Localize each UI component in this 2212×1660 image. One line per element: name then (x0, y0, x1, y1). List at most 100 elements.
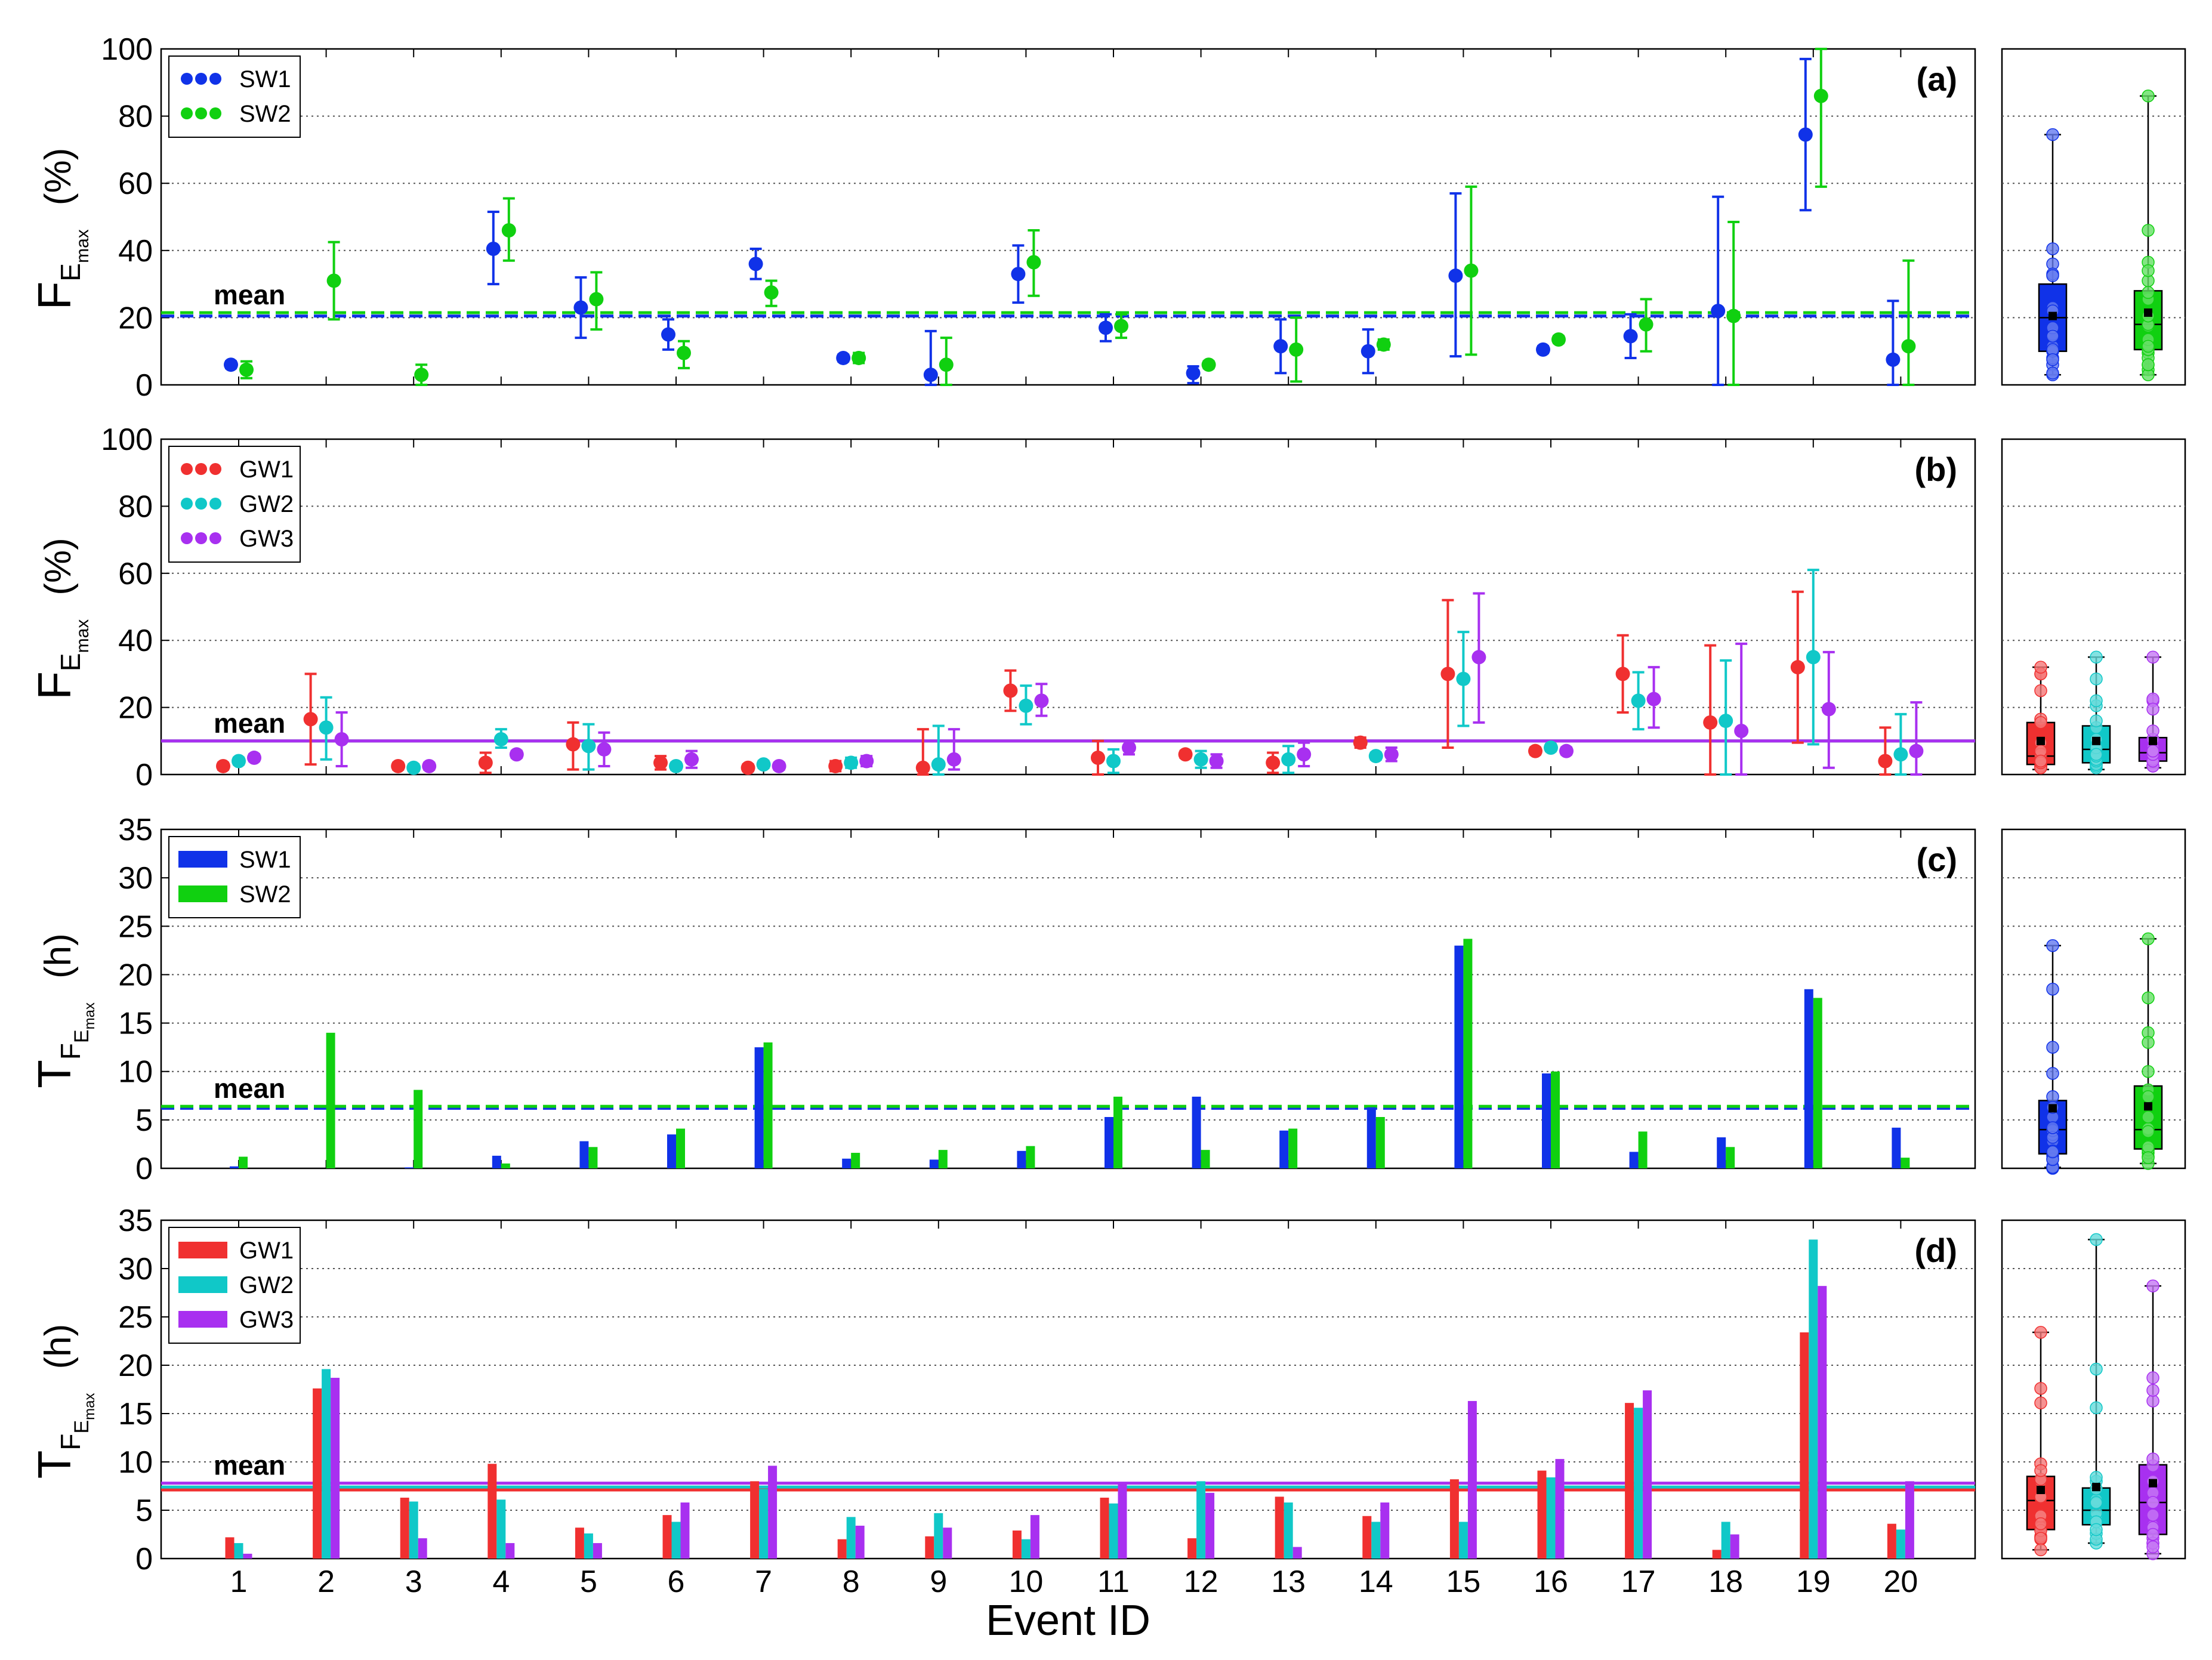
x-tick-label: 17 (1621, 1565, 1656, 1599)
bar-GW3 (768, 1465, 778, 1559)
bar-GW1 (662, 1515, 672, 1559)
data-point-GW3 (1646, 692, 1661, 706)
bar-GW1 (488, 1464, 497, 1559)
bar-GW3 (593, 1543, 602, 1559)
data-point-SW2 (239, 362, 254, 377)
legend-label: GW2 (239, 491, 294, 517)
bar-GW1 (750, 1481, 760, 1559)
legend-marker (209, 73, 221, 85)
box-point (2046, 983, 2059, 996)
data-point-SW2 (1289, 342, 1304, 357)
data-point-GW3 (1909, 743, 1924, 758)
box-point (2142, 991, 2155, 1005)
bar-SW2 (239, 1156, 248, 1168)
data-point-SW1 (1273, 339, 1288, 354)
legend-marker (195, 463, 207, 475)
legend-label: GW1 (239, 456, 294, 483)
data-point-GW1 (391, 758, 406, 773)
legend-label: GW3 (239, 1307, 294, 1333)
y-tick-label: 0 (135, 1152, 153, 1186)
bar-SW2 (676, 1128, 685, 1168)
data-point-GW2 (1368, 749, 1383, 764)
bar-SW1 (754, 1047, 764, 1168)
panel-label: (c) (1917, 841, 1957, 878)
data-point-GW2 (1281, 752, 1296, 767)
box-point (2090, 1523, 2103, 1536)
bar-SW2 (1463, 939, 1473, 1168)
bar-GW2 (1371, 1522, 1381, 1559)
box-point (2034, 1517, 2047, 1531)
box-mean-marker (2049, 311, 2057, 320)
data-point-GW1 (653, 755, 668, 770)
bar-SW2 (763, 1042, 773, 1168)
y-tick-label: 40 (118, 624, 153, 658)
bar-GW3 (1467, 1400, 1477, 1559)
data-point-SW1 (1711, 304, 1726, 319)
bar-GW2 (1109, 1503, 1118, 1559)
boxplot-SW1 (2038, 128, 2068, 381)
data-point-SW1 (1011, 267, 1026, 282)
bar-GW2 (322, 1369, 331, 1559)
bar-GW1 (1449, 1479, 1459, 1559)
mean-label: mean (214, 279, 285, 310)
y-tick-label: 80 (118, 489, 153, 524)
box-point (2142, 340, 2155, 353)
data-point-SW2 (1376, 337, 1391, 352)
data-point-GW1 (478, 755, 493, 770)
bar-GW2 (1721, 1522, 1730, 1559)
data-point-GW2 (1719, 714, 1733, 729)
bar-GW1 (1100, 1497, 1109, 1559)
data-point-SW1 (1448, 269, 1463, 283)
x-tick-label: 20 (1883, 1565, 1918, 1599)
data-point-GW3 (1734, 723, 1749, 738)
data-point-GW3 (509, 747, 524, 762)
main-axes-frame (160, 438, 1976, 776)
x-tick-label: 10 (1008, 1565, 1043, 1599)
bar-SW2 (851, 1153, 860, 1168)
bar-GW1 (225, 1537, 235, 1559)
data-point-SW1 (1099, 320, 1113, 335)
data-point-GW1 (1528, 743, 1542, 758)
legend-marker (195, 73, 207, 85)
data-point-GW3 (597, 742, 612, 757)
data-point-SW1 (1623, 329, 1638, 344)
bar-GW3 (418, 1538, 427, 1559)
bar-GW3 (1643, 1390, 1652, 1559)
bar-SW2 (938, 1150, 948, 1168)
bar-GW3 (1818, 1286, 1827, 1559)
x-tick-label: 18 (1708, 1565, 1743, 1599)
bar-GW3 (331, 1378, 340, 1559)
bar-SW1 (842, 1158, 852, 1168)
data-point-GW2 (844, 755, 859, 770)
legend-marker (195, 498, 207, 510)
legend-box (168, 55, 301, 138)
legend-marker (195, 532, 207, 544)
legend-label: SW2 (239, 101, 291, 127)
bar-GW1 (1012, 1531, 1022, 1559)
bar-SW2 (588, 1147, 598, 1168)
box-point (2142, 358, 2155, 371)
bar-GW2 (1809, 1239, 1818, 1559)
y-tick-label: 20 (118, 958, 153, 992)
data-point-GW1 (216, 758, 230, 773)
data-point-GW3 (859, 754, 874, 769)
data-point-GW2 (1806, 650, 1821, 665)
bar-GW2 (934, 1513, 943, 1559)
bar-SW2 (1375, 1116, 1385, 1168)
data-point-GW1 (1878, 754, 1893, 769)
box-point (2046, 329, 2059, 343)
data-point-GW3 (772, 758, 786, 773)
box-point (2146, 650, 2159, 664)
data-point-GW1 (828, 758, 843, 773)
box-point (2046, 269, 2059, 282)
data-point-SW1 (573, 300, 588, 315)
box-point (2090, 1362, 2103, 1376)
bar-GW1 (1362, 1516, 1372, 1559)
legend-marker (178, 1276, 227, 1293)
data-point-SW1 (224, 357, 238, 372)
mean-label: mean (214, 708, 285, 739)
bar-GW1 (1800, 1332, 1809, 1559)
bar-SW1 (1279, 1130, 1289, 1168)
bar-GW2 (234, 1543, 243, 1559)
data-point-SW1 (836, 350, 851, 365)
